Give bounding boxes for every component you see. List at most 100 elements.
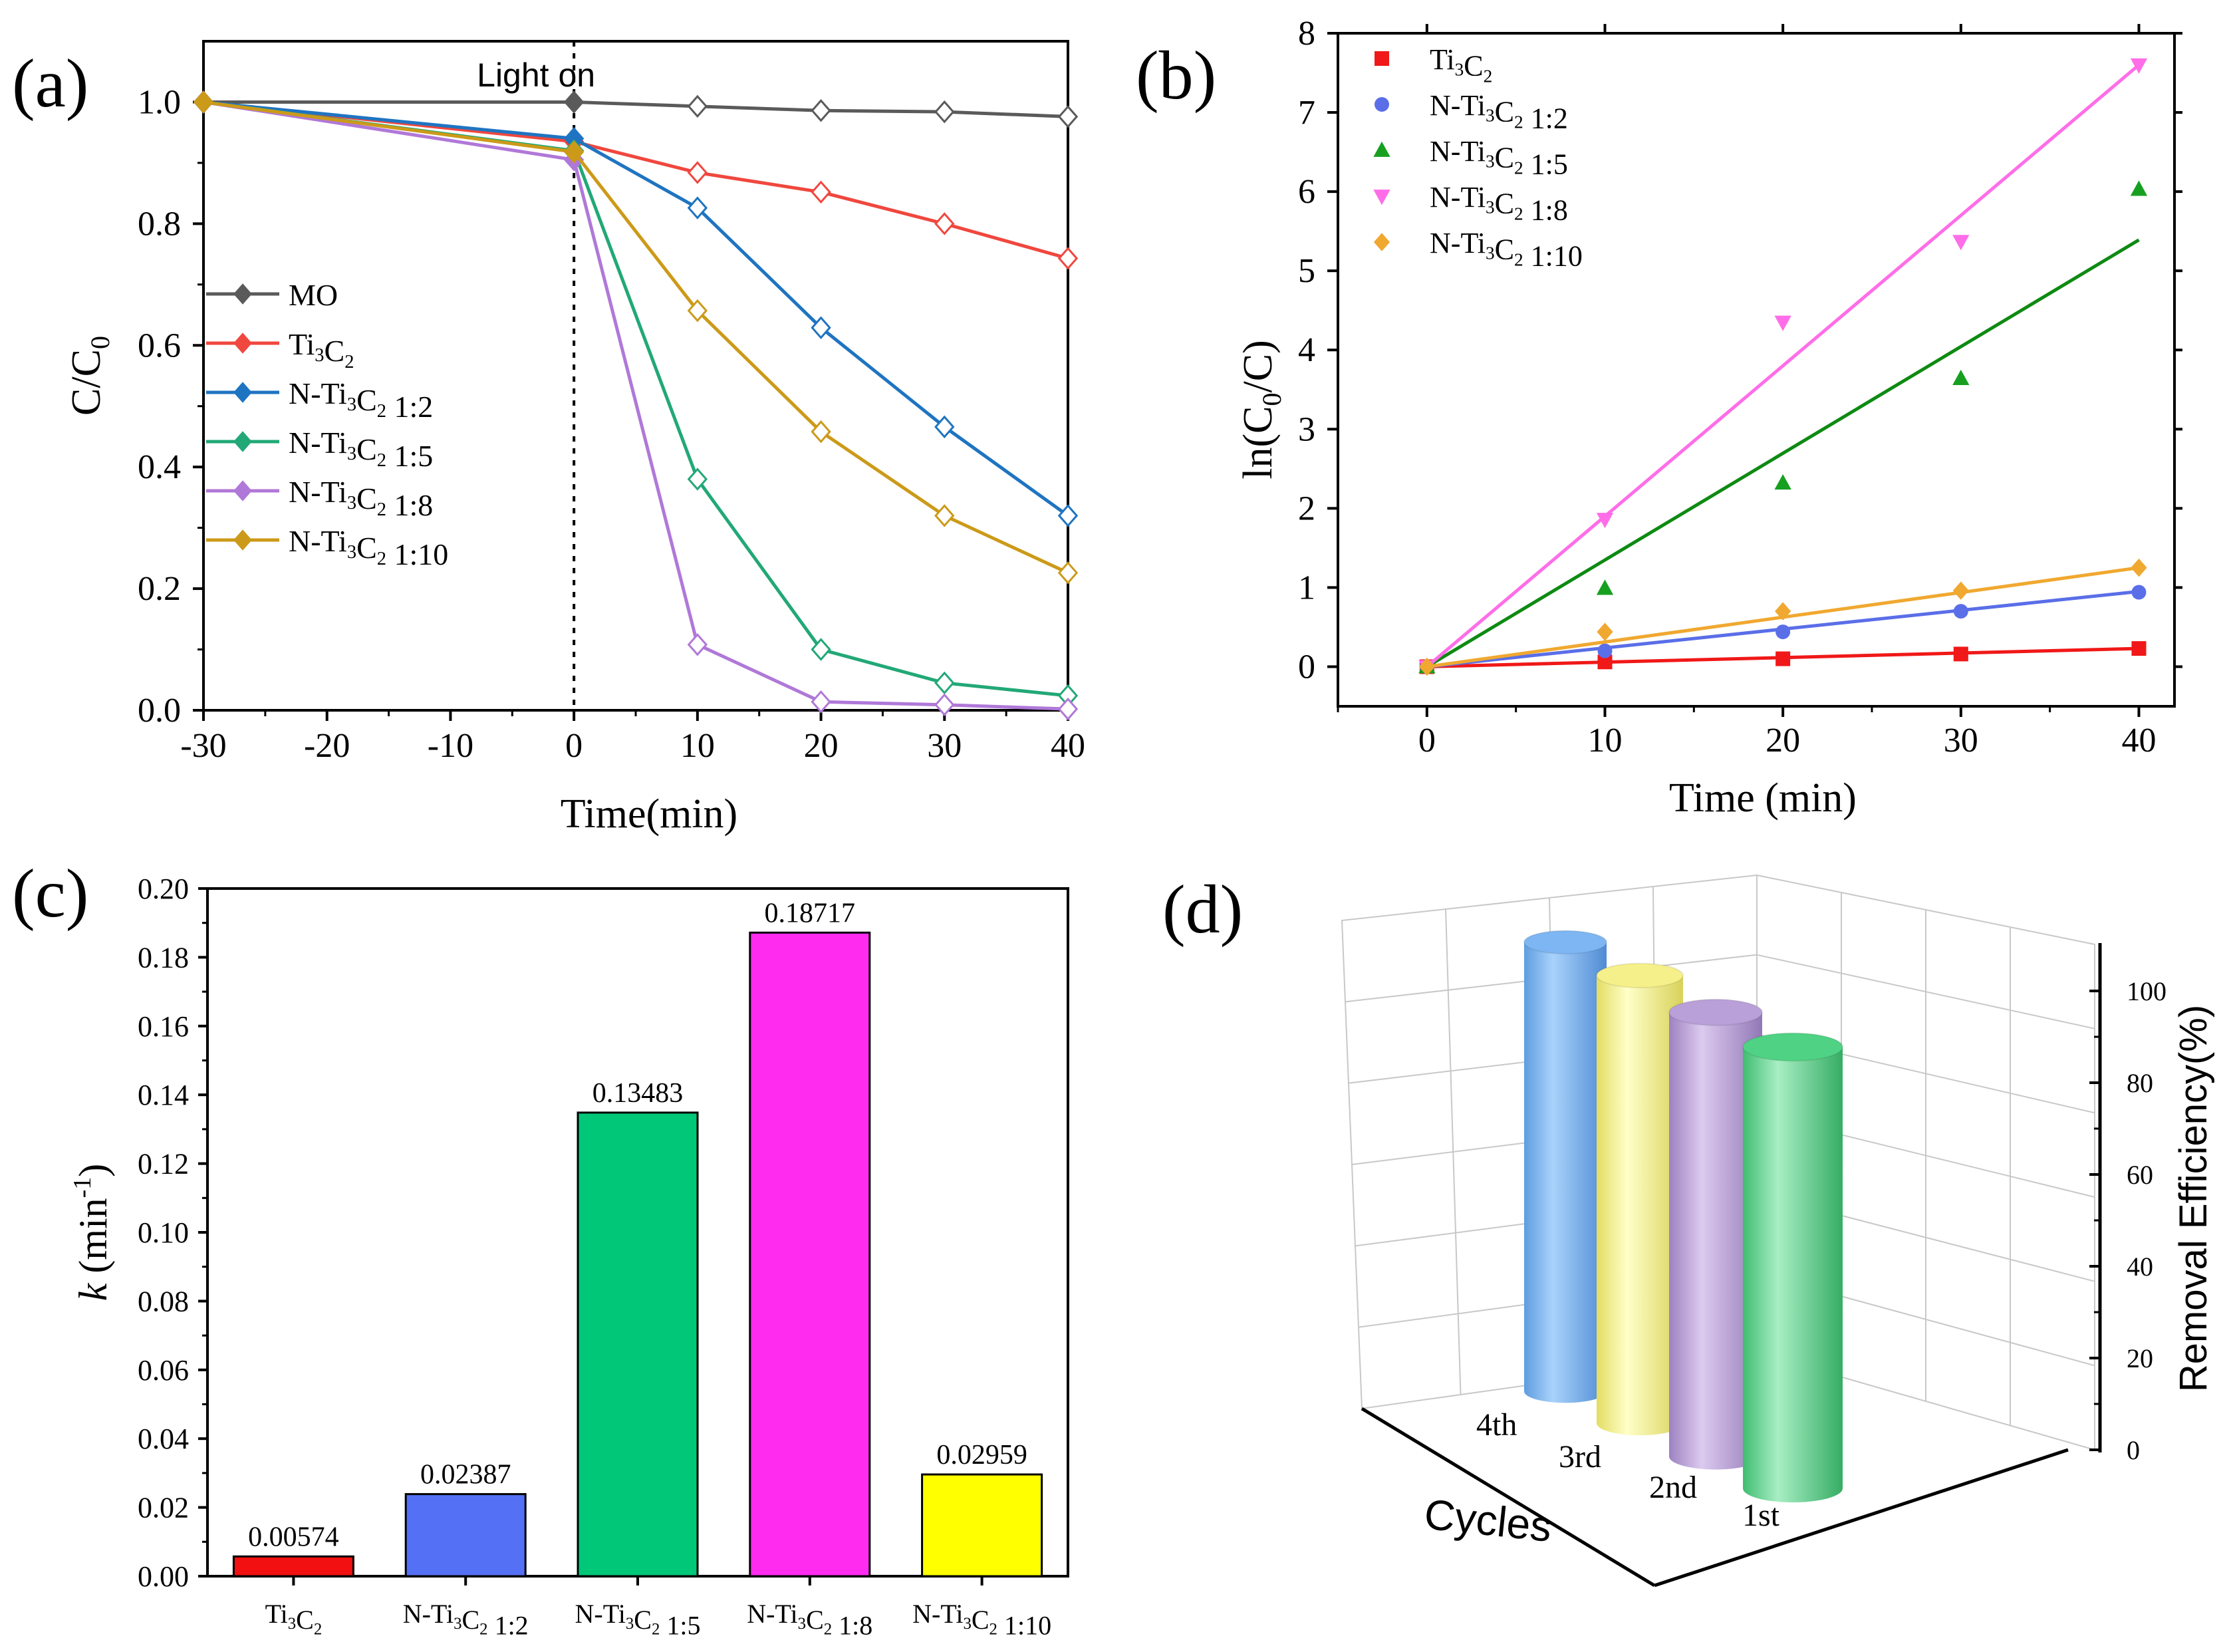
formula-subscript: 2 (479, 1621, 487, 1639)
cycle-label: 1st (1742, 1498, 1780, 1533)
cycle-label: 4th (1476, 1407, 1517, 1443)
legend-swatch-marker (1373, 141, 1390, 157)
formula-text: 1:10 (386, 537, 448, 571)
data-point (563, 90, 585, 114)
data-point (934, 212, 955, 235)
x-tick-label: N-Ti3C2 1:10 (912, 1599, 1051, 1641)
y-tick-label: 0.10 (138, 1216, 189, 1249)
panel-a-plot-area: -30 -20 -10 0 10 20 30 400.00.20.40.60.81.0Time… (64, 40, 1085, 837)
x-tick-label: 0 (565, 727, 583, 765)
legend-label: N-Ti3C2 1:2 (289, 376, 433, 424)
z-tick-label: 0 (2127, 1435, 2140, 1465)
x-tick-label: 30 (927, 727, 962, 765)
legend-swatch-marker (1375, 97, 1389, 112)
data-point (687, 299, 708, 323)
y-title-subscript: 0 (85, 336, 115, 349)
formula-subscript: 2 (377, 499, 386, 520)
panel-b-label: (b) (1136, 37, 1216, 114)
cylinder-top (1596, 962, 1684, 989)
series-line (203, 100, 1069, 260)
legend-item-n-ti3c2-1-8: N-Ti3C2 1:8 (206, 475, 433, 522)
data-point (563, 140, 585, 164)
cylinder-body (1743, 1047, 1843, 1502)
legend-item-n-ti3c2-1-2: N-Ti3C2 1:2 (1375, 89, 1568, 134)
y-tick-label: 1 (1298, 569, 1315, 607)
data-point (193, 90, 214, 114)
formula-element: Ti (1460, 89, 1486, 122)
legend-swatch-marker (233, 382, 252, 403)
legend-swatch-marker (233, 333, 252, 354)
cylinder-4th: 4th (1476, 930, 1607, 1443)
formula-element: C (356, 432, 377, 466)
bar-value-label: 0.02959 (936, 1440, 1027, 1470)
z-axis-title: Removal Efficiency(%) (2172, 1005, 2215, 1392)
formula-subscript: 3 (1455, 60, 1464, 80)
panel-a-label: (a) (12, 45, 88, 122)
legend-label: Ti3C2 (289, 327, 354, 372)
x-tick-label: -10 (428, 727, 473, 765)
bar-value-label: 0.18717 (765, 898, 856, 928)
formula-element: C (1464, 50, 1483, 82)
y-title-text: /C) (1236, 340, 1281, 392)
x-tick-label: 20 (1766, 722, 1800, 759)
formula-text: 1:8 (1523, 194, 1568, 226)
formula-text: N- (289, 475, 321, 509)
legend-label: N-Ti3C2 1:5 (1430, 135, 1568, 180)
formula-text: N- (1430, 89, 1460, 122)
formula-element: Ti (431, 1599, 454, 1629)
formula-text: 1:5 (660, 1611, 700, 1641)
y-tick-label: 0.02 (138, 1492, 189, 1524)
floor-front-axis (1654, 1448, 2069, 1587)
x-tick-label: 40 (2121, 722, 2156, 759)
y-tick-label: 4 (1298, 331, 1315, 369)
y-axis-title: ln(C0/C) (1236, 340, 1287, 479)
cylinder-2nd: 2nd (1649, 998, 1763, 1505)
cylinder-body (1597, 975, 1683, 1436)
formula-text: N- (912, 1599, 940, 1629)
y-tick-label: 0.8 (138, 205, 181, 243)
z-tick-label: 40 (2127, 1252, 2153, 1282)
legend-item-n-ti3c2-1-5: N-Ti3C2 1:5 (1373, 135, 1568, 180)
data-point (811, 420, 831, 444)
formula-element: C (806, 1605, 824, 1635)
bar-n-ti3c2-1-8: 0.18717 N-Ti3C2 1:8 (747, 898, 872, 1640)
x-tick-label: -30 (180, 727, 226, 765)
series-line (203, 100, 1069, 118)
legend-item-ti3c2: Ti3C2 (206, 327, 354, 372)
formula-subscript: 2 (989, 1621, 997, 1639)
formula-subscript: 3 (454, 1615, 461, 1633)
cylinder-3rd: 3rd (1559, 962, 1684, 1474)
formula-subscript: 3 (288, 1615, 296, 1633)
y-tick-label: 5 (1298, 252, 1315, 290)
x-axis-title: Time(min) (561, 791, 737, 837)
y-tick-label: 7 (1298, 94, 1315, 132)
formula-subscript: 3 (347, 542, 356, 563)
legend-swatch-marker (1373, 233, 1390, 251)
formula-subscript: 3 (347, 444, 356, 464)
data-point (811, 638, 831, 661)
y-tick-label: 0.06 (138, 1354, 189, 1387)
y-tick-label: 8 (1298, 15, 1315, 53)
data-point (2131, 585, 2147, 600)
data-point (1775, 624, 1791, 640)
formula-subscript: 2 (1514, 249, 1523, 269)
data-point (1952, 581, 1969, 600)
panel-c-label: (c) (12, 855, 88, 932)
y-tick-label: 0.0 (138, 692, 181, 730)
data-point (1057, 247, 1079, 270)
legend-item-ti3c2: Ti3C2 (1375, 43, 1492, 86)
legend-label: MO (289, 278, 338, 312)
cylinder-1st: 1st (1742, 1032, 1843, 1533)
data-point (2130, 58, 2148, 74)
y-tick-label: 6 (1298, 173, 1315, 211)
formula-subscript: 3 (1486, 106, 1495, 126)
formula-subscript: 2 (377, 401, 386, 422)
legend-item-mo: MO (206, 278, 338, 312)
x-tick-label: Ti3C2 (265, 1599, 323, 1639)
z-tick-label: 80 (2127, 1068, 2153, 1098)
cylinder-top (1742, 1032, 1843, 1062)
x-tick-label: 0 (1418, 722, 1436, 759)
